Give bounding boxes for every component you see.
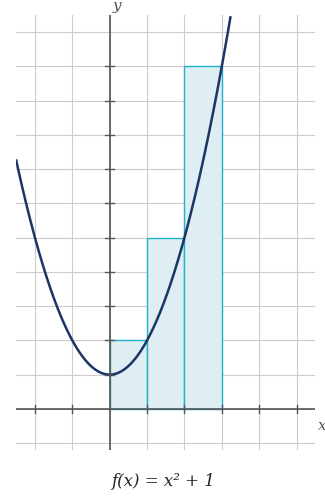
- Text: x: x: [318, 419, 325, 433]
- Bar: [147, 238, 185, 409]
- Bar: [185, 66, 222, 409]
- Bar: [110, 340, 147, 409]
- Text: y: y: [112, 0, 121, 14]
- Text: f(x) = x² + 1: f(x) = x² + 1: [111, 473, 214, 490]
